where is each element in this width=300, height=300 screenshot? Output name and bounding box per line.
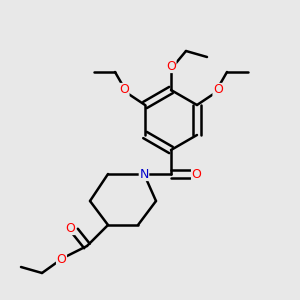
Text: N: N (139, 167, 149, 181)
Text: O: O (119, 83, 129, 97)
Text: O: O (166, 59, 176, 73)
Text: O: O (192, 167, 201, 181)
Text: O: O (213, 83, 223, 97)
Text: O: O (66, 221, 75, 235)
Text: O: O (57, 253, 66, 266)
